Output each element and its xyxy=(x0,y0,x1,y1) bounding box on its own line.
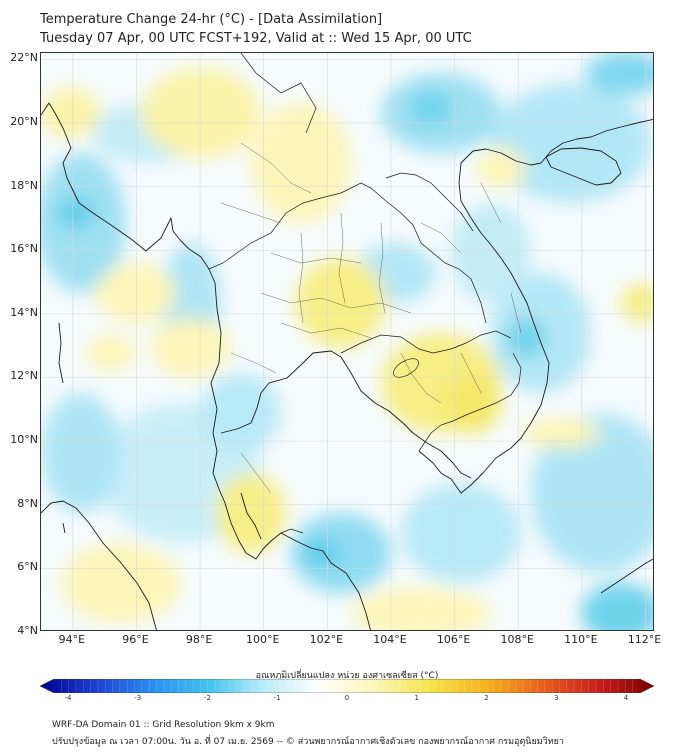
lon-label: 112°E xyxy=(627,633,662,646)
coastlines xyxy=(41,102,653,630)
coastline-sumatra xyxy=(41,500,157,630)
coastline-andaman-arm xyxy=(220,350,472,479)
lon-label: 106°E xyxy=(436,633,471,646)
border-myanmar-thailand xyxy=(208,192,342,270)
province-boundaries xyxy=(220,142,522,494)
warm-area xyxy=(141,68,261,158)
colorbar xyxy=(40,679,654,693)
footer-credit: ปรับปรุงข้อมูล ณ เวลา 07:00น. วัน อ. ที่… xyxy=(52,737,564,747)
chart-subtitle: Tuesday 07 Apr, 00 UTC FCST+192, Valid a… xyxy=(40,31,472,46)
island-andaman xyxy=(58,322,64,384)
lat-label: 18°N xyxy=(10,178,38,192)
country-borders xyxy=(208,53,522,534)
cool-area xyxy=(58,197,94,229)
colorbar-tick-label: 0 xyxy=(344,694,350,702)
colorbar-tick-label: -4 xyxy=(64,694,72,702)
lat-label: 16°N xyxy=(10,242,38,256)
lat-label: 22°N xyxy=(10,51,38,65)
border-thailand-malaysia xyxy=(280,528,304,534)
warm-area xyxy=(621,283,653,323)
colorbar-tick-label: -1 xyxy=(273,694,281,702)
lon-label: 110°E xyxy=(564,633,598,646)
lon-label: 100°E xyxy=(245,633,280,646)
cool-area xyxy=(41,393,121,513)
warm-area xyxy=(251,103,351,223)
colorbar-tick-label: 1 xyxy=(414,694,419,702)
warm-area xyxy=(151,318,231,378)
cool-area xyxy=(291,513,391,593)
border-cambodia-vietnam xyxy=(418,352,522,452)
border-myanmar-china xyxy=(240,53,317,134)
coastline-peninsula-west xyxy=(240,492,262,540)
warm-area xyxy=(521,418,601,448)
warm-area xyxy=(61,543,181,623)
cool-area xyxy=(303,539,339,567)
lat-label: 6°N xyxy=(17,560,38,574)
lat-label: 14°N xyxy=(10,305,38,319)
colorbar-gradient xyxy=(40,679,654,693)
footer-model-info: WRF-DA Domain 01 :: Grid Resolution 9km … xyxy=(52,720,275,730)
temperature-field xyxy=(41,53,653,630)
coastline-borneo xyxy=(600,558,653,594)
lon-label: 104°E xyxy=(373,633,407,646)
warm-area xyxy=(216,473,286,553)
lat-label: 20°N xyxy=(10,114,38,128)
lon-label: 94°E xyxy=(58,633,86,646)
border-laos xyxy=(340,182,487,324)
border-laos-vietnam xyxy=(385,172,474,232)
warm-area xyxy=(296,258,386,348)
cool-area xyxy=(531,413,653,573)
cool-area xyxy=(506,318,546,358)
coastline-gulf-thailand xyxy=(262,532,371,630)
cool-area xyxy=(581,583,653,630)
lon-label: 98°E xyxy=(185,633,213,646)
coastline-myanmar-west xyxy=(41,102,264,560)
lon-label: 96°E xyxy=(122,633,149,646)
coastline-vietnam-north xyxy=(458,118,653,234)
tonle-sap-lake xyxy=(393,358,419,378)
lon-label: 108°E xyxy=(500,633,534,646)
cool-area xyxy=(491,83,651,203)
map-panel xyxy=(40,52,654,631)
colorbar-title: อุณหภูมิเปลี่ยนแปลง หน่วย องศาเซลเซียส (… xyxy=(255,671,439,681)
colorbar-tick-label: 2 xyxy=(484,694,489,702)
cool-area xyxy=(586,53,653,95)
lat-label: 10°N xyxy=(10,433,38,447)
colorbar-tick-label: 3 xyxy=(554,694,559,702)
coastline-hainan xyxy=(545,147,622,186)
cool-area xyxy=(401,483,521,583)
warm-area xyxy=(351,588,491,630)
temperature-change-map xyxy=(41,53,653,630)
colorbar-tick-label: -2 xyxy=(204,694,211,702)
cool-area xyxy=(411,90,451,126)
coastline-vietnam-south xyxy=(418,232,550,494)
graticule xyxy=(41,53,653,630)
lon-label: 102°E xyxy=(309,633,344,646)
warm-area xyxy=(441,373,501,433)
warm-area xyxy=(476,148,526,188)
lat-label: 8°N xyxy=(17,496,38,510)
warm-area xyxy=(96,263,176,323)
lat-label: 12°N xyxy=(10,369,38,383)
border-thailand-cambodia xyxy=(340,330,512,354)
colorbar-tick-label: 4 xyxy=(623,694,629,702)
warm-area xyxy=(86,335,136,371)
chart-title: Temperature Change 24-hr (°C) - [Data As… xyxy=(40,12,383,27)
island-nicobar xyxy=(62,522,66,534)
colorbar-tick-label: -3 xyxy=(134,694,142,702)
warm-area xyxy=(41,88,101,138)
lat-label: 4°N xyxy=(17,624,38,637)
